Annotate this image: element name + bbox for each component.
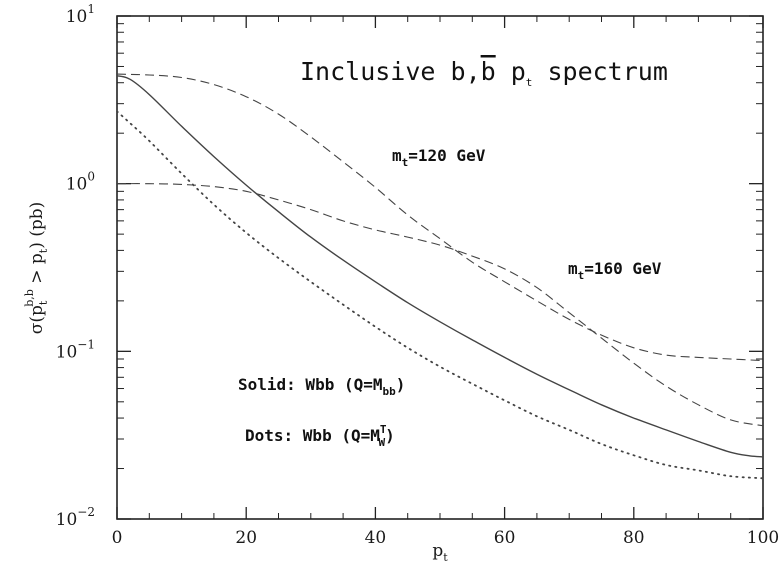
plot-frame <box>116 15 764 520</box>
x-tick-label: 100 <box>747 528 779 548</box>
x-tick-label: 60 <box>494 528 516 548</box>
series-layer <box>116 73 764 480</box>
series-line-dashed-2 <box>116 73 764 362</box>
bbar: b <box>481 57 496 86</box>
x-axis-ticks: 0 20 40 60 80 100 <box>112 16 779 548</box>
label-mt-120: mt=120 GeV <box>392 146 486 169</box>
legend-dots: Dots: Wbb (Q=MT W) <box>245 423 395 449</box>
series-line-dotted-1 <box>116 110 764 480</box>
legend-solid: Solid: Wbb (Q=Mbb) <box>238 375 405 398</box>
series-line-dashed-3 <box>116 183 764 427</box>
y-tick-label: 10−1 <box>56 337 95 362</box>
x-tick-label: 40 <box>365 528 387 548</box>
chart-title: Inclusive b,b pt spectrum <box>300 57 668 89</box>
x-tick-label: 20 <box>235 528 257 548</box>
y-tick-label: 10−2 <box>56 505 95 530</box>
x-tick-label: 0 <box>112 528 123 548</box>
x-tick-label: 80 <box>623 528 645 548</box>
x-axis-title: pt <box>432 541 448 564</box>
y-axis-title: σ(ptb,b > pt) (pb) <box>23 202 50 335</box>
series-line-solid-0 <box>116 75 764 458</box>
label-mt-160: mt=160 GeV <box>568 259 662 282</box>
y-tick-label: 101 <box>66 2 95 27</box>
y-axis-ticks: 101 100 10−1 10−2 <box>56 2 763 530</box>
y-tick-label: 100 <box>66 170 95 195</box>
